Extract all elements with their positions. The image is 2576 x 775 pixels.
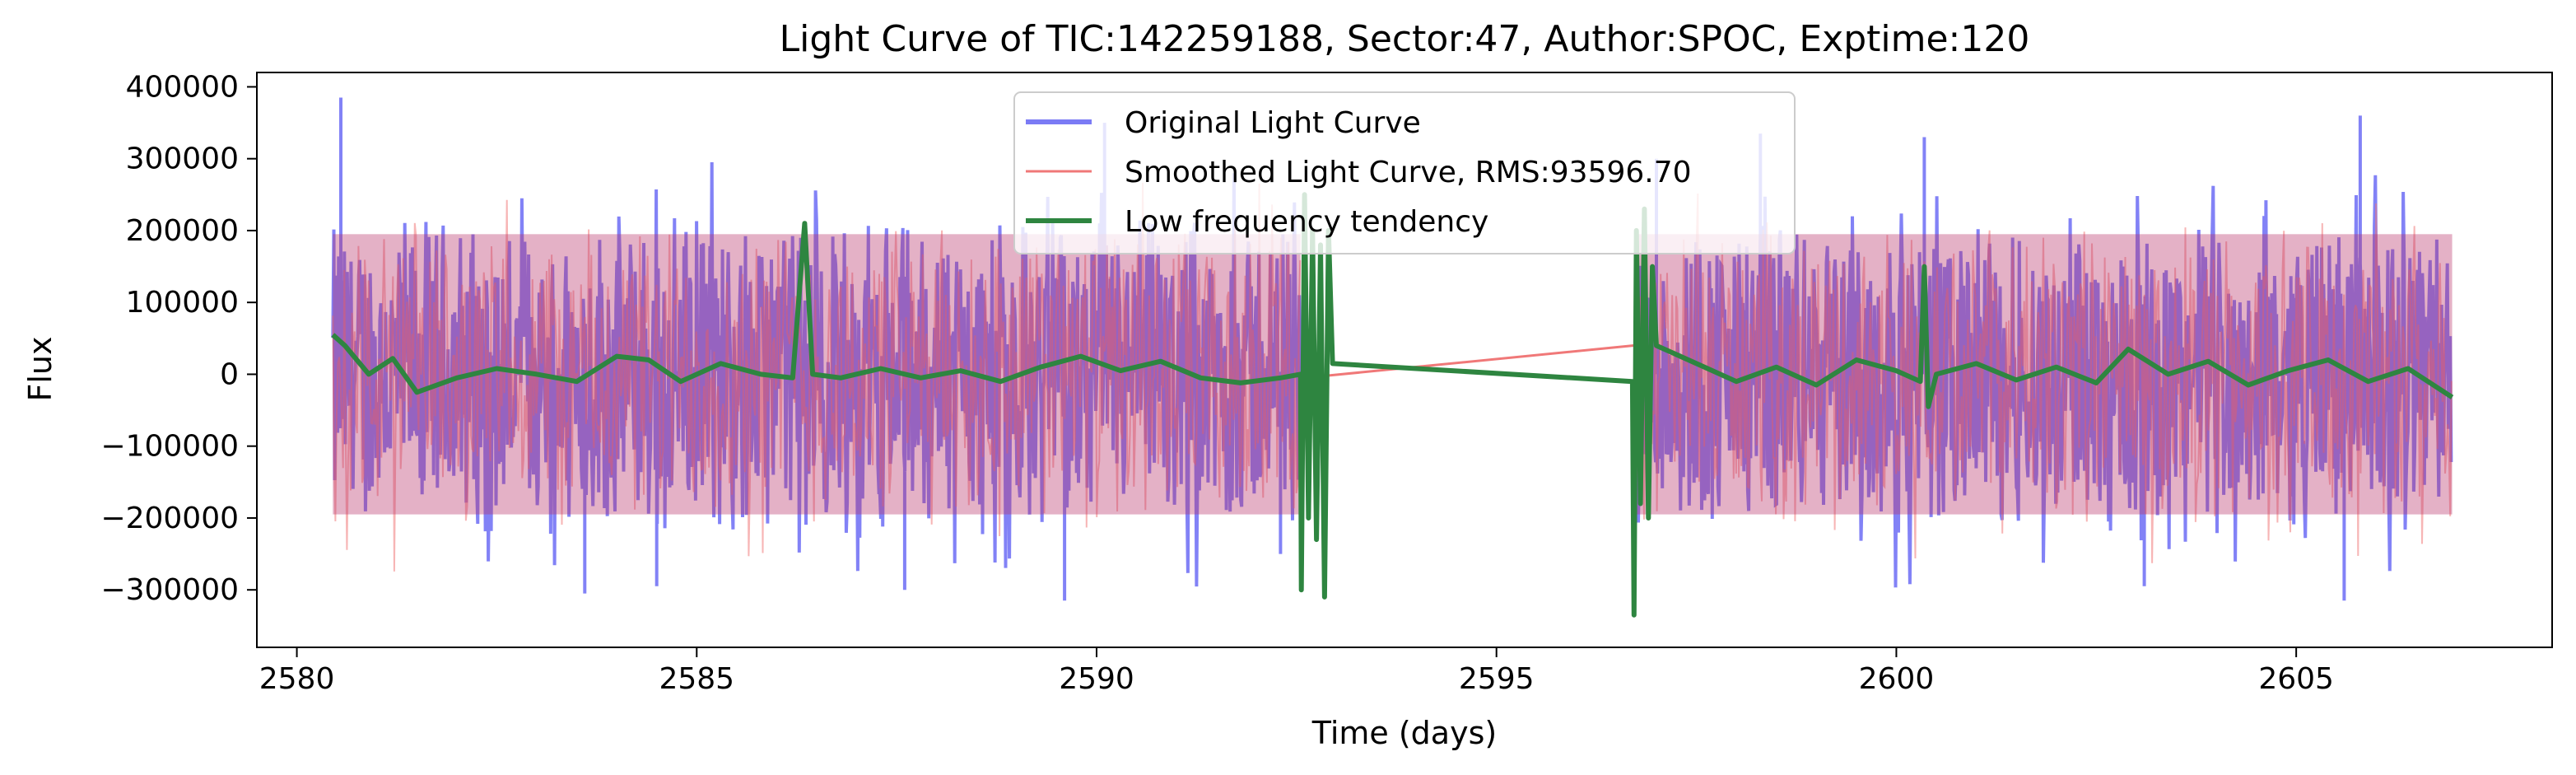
x-tick-label: 2590 <box>1059 662 1134 696</box>
axes: 2580 2585 2590 2595 2600 2605 −300000 −200000 −1… <box>100 70 2553 696</box>
chart-title: Light Curve of TIC:142259188, Sector:47,… <box>780 18 2030 60</box>
axes-frame <box>256 72 2553 648</box>
series-low-frequency-tendency <box>331 192 2454 618</box>
y-tick-label: 200000 <box>126 214 239 248</box>
y-tick-label: 300000 <box>126 142 239 176</box>
x-axis-label: Time (days) <box>1311 715 1497 751</box>
series-smoothed-segment-1 <box>332 182 1302 572</box>
legend-label: Smoothed Light Curve, RMS:93596.70 <box>1125 156 1692 189</box>
legend-label: Original Light Curve <box>1125 106 1421 140</box>
legend-label: Low frequency tendency <box>1125 205 1488 239</box>
y-tick-label: −100000 <box>100 430 239 464</box>
y-tick-label: −300000 <box>100 573 239 607</box>
y-tick-label: 400000 <box>126 70 239 104</box>
y-tick-label: −200000 <box>100 502 239 535</box>
y-tick-label: 0 <box>220 357 239 391</box>
x-tick-label: 2595 <box>1459 662 1535 696</box>
x-tick-label: 2600 <box>1859 662 1935 696</box>
x-tick-label: 2585 <box>659 662 734 696</box>
series-overlap-band-2 <box>1636 234 2453 515</box>
series-smoothed-gap-line <box>1304 343 1649 380</box>
series-smoothed-segment-2 <box>1635 193 2453 563</box>
y-axis-label: Flux <box>22 337 58 402</box>
x-tick-label: 2580 <box>259 662 335 696</box>
y-tick-label: 100000 <box>126 286 239 320</box>
legend: Original Light Curve Smoothed Light Curve… <box>1013 91 1796 254</box>
plot-area <box>331 97 2454 618</box>
legend-box <box>1013 91 1796 254</box>
x-tick-label: 2605 <box>2258 662 2334 696</box>
